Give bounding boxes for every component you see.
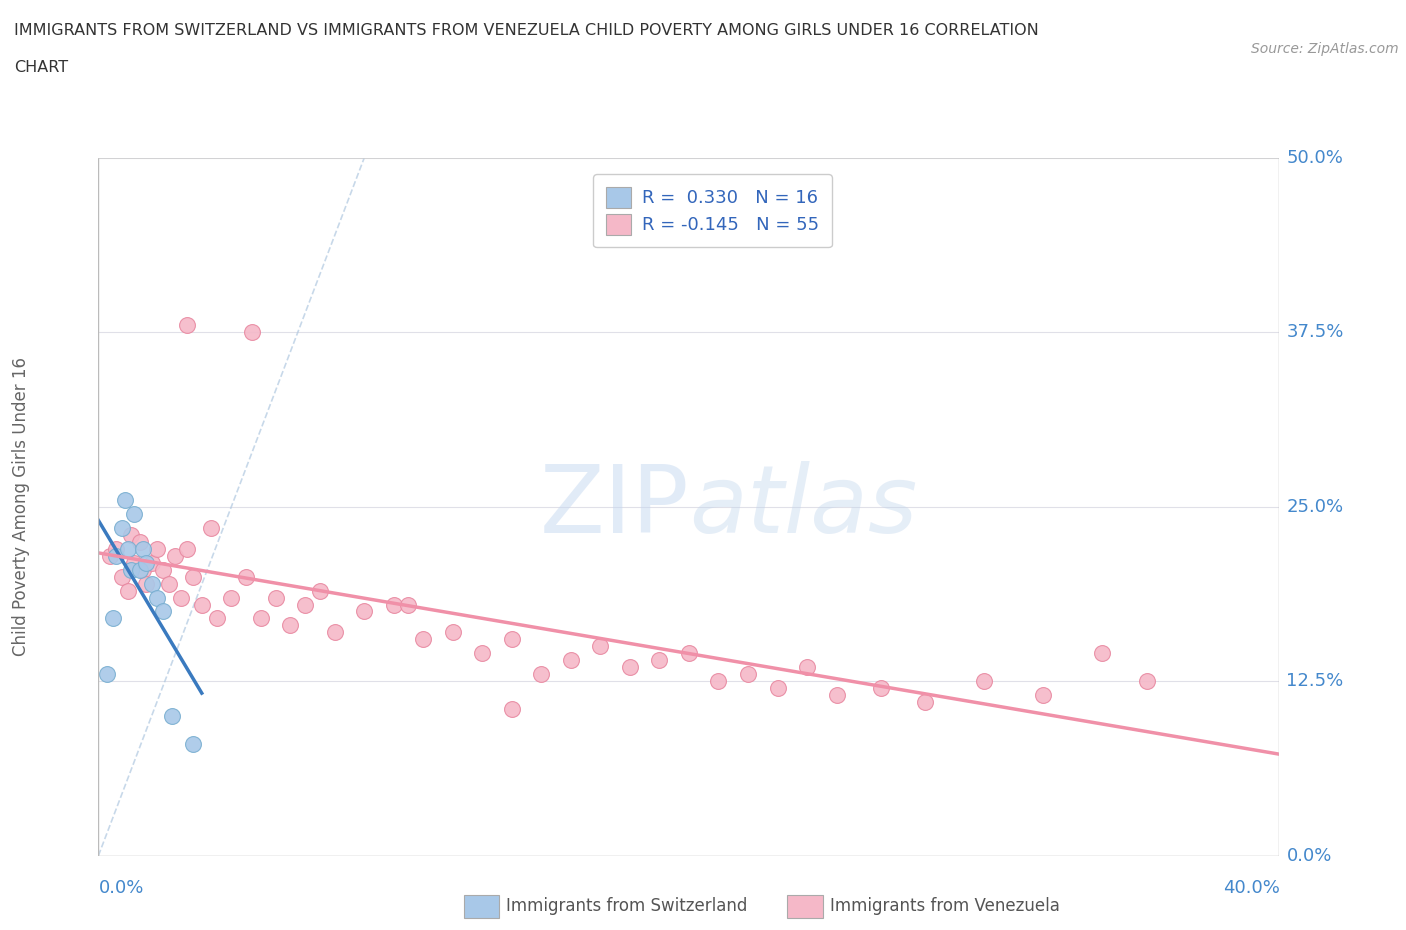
Point (135, 555, 157, 570)
Point (128, 562, 150, 577)
Point (501, 701, 523, 716)
Point (165, 549, 187, 564)
Point (589, 639, 612, 654)
Point (648, 653, 671, 668)
Point (869, 681, 891, 696)
Point (114, 493, 136, 508)
Point (441, 625, 464, 640)
Point (122, 506, 145, 521)
Point (396, 597, 419, 612)
Point (309, 583, 332, 598)
Point (219, 591, 243, 605)
Point (176, 541, 198, 556)
Point (132, 541, 155, 556)
Point (530, 667, 553, 682)
Point (471, 645, 494, 660)
Point (382, 597, 405, 612)
Text: 0.0%: 0.0% (1286, 846, 1331, 865)
Point (162, 709, 183, 724)
Text: ZIP: ZIP (540, 461, 689, 552)
Text: atlas: atlas (689, 461, 917, 552)
Point (353, 604, 375, 619)
Point (766, 681, 789, 696)
Point (796, 660, 818, 675)
Point (103, 611, 125, 626)
Point (141, 555, 163, 570)
Point (146, 541, 169, 556)
Point (264, 591, 287, 605)
Point (278, 618, 302, 633)
Point (973, 673, 995, 688)
Point (1032, 688, 1054, 703)
Point (181, 569, 204, 584)
Point (235, 569, 257, 584)
Point (146, 591, 169, 605)
Point (128, 534, 150, 549)
Point (170, 591, 193, 605)
Point (117, 583, 139, 598)
Point (120, 562, 142, 577)
Point (157, 576, 180, 591)
Point (111, 569, 134, 584)
Point (678, 645, 700, 660)
Text: Source: ZipAtlas.com: Source: ZipAtlas.com (1251, 42, 1399, 56)
Point (135, 576, 157, 591)
Text: IMMIGRANTS FROM SWITZERLAND VS IMMIGRANTS FROM VENEZUELA CHILD POVERTY AMONG GIR: IMMIGRANTS FROM SWITZERLAND VS IMMIGRANT… (14, 23, 1039, 38)
Point (250, 611, 273, 626)
Point (152, 604, 174, 619)
Text: 0.0%: 0.0% (98, 879, 143, 897)
Text: 12.5%: 12.5% (1286, 672, 1344, 690)
Point (122, 555, 145, 570)
Point (120, 527, 142, 542)
Point (152, 562, 174, 577)
Point (737, 667, 759, 682)
Point (105, 549, 128, 564)
Point (240, 326, 263, 340)
Point (560, 653, 582, 668)
Text: 37.5%: 37.5% (1286, 324, 1344, 341)
Point (619, 660, 641, 675)
Point (191, 597, 214, 612)
Text: CHART: CHART (14, 60, 67, 75)
Point (176, 318, 198, 333)
Point (501, 632, 523, 647)
Point (96, 667, 118, 682)
Point (111, 521, 134, 536)
Legend: R =  0.330   N = 16, R = -0.145   N = 55: R = 0.330 N = 16, R = -0.145 N = 55 (593, 174, 832, 247)
Text: Child Poverty Among Girls Under 16: Child Poverty Among Girls Under 16 (13, 357, 30, 657)
Point (105, 541, 128, 556)
Point (294, 597, 316, 612)
Point (205, 611, 228, 626)
Point (914, 695, 936, 710)
Point (98, 549, 121, 564)
Text: 50.0%: 50.0% (1286, 149, 1343, 167)
Point (323, 625, 346, 640)
Text: Immigrants from Switzerland: Immigrants from Switzerland (506, 897, 748, 915)
Point (132, 562, 155, 577)
Point (825, 688, 848, 703)
Point (200, 521, 222, 536)
Point (1135, 673, 1157, 688)
Point (707, 673, 730, 688)
Point (117, 541, 139, 556)
Text: 40.0%: 40.0% (1223, 879, 1279, 897)
Text: Immigrants from Venezuela: Immigrants from Venezuela (830, 897, 1059, 915)
Point (141, 576, 163, 591)
Point (1091, 645, 1114, 660)
Text: 25.0%: 25.0% (1286, 498, 1344, 516)
Point (412, 632, 434, 647)
Point (181, 737, 204, 751)
